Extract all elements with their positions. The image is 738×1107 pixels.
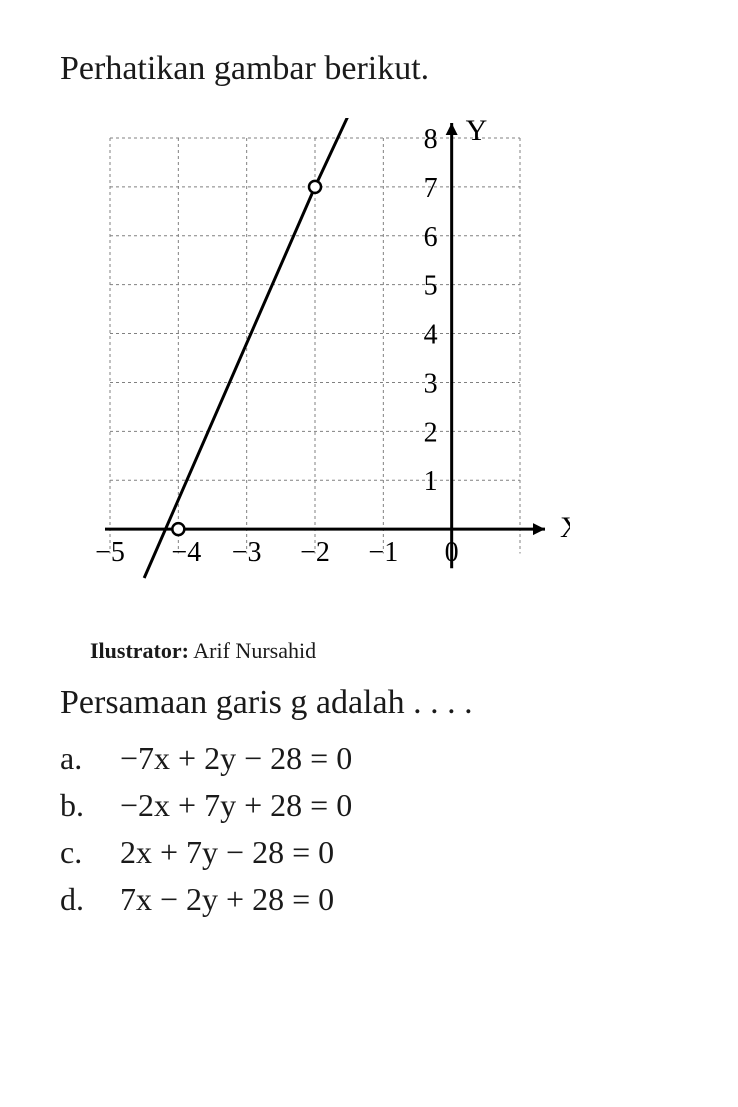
svg-text:Y: Y [466, 118, 488, 147]
page-title: Perhatikan gambar berikut. [60, 50, 678, 88]
svg-text:4: 4 [424, 320, 438, 351]
svg-text:3: 3 [424, 368, 438, 399]
option-letter: c. [60, 834, 120, 871]
options-list: a. −7x + 2y − 28 = 0 b. −2x + 7y + 28 = … [60, 740, 678, 918]
option-b: b. −2x + 7y + 28 = 0 [60, 787, 678, 824]
option-d: d. 7x − 2y + 28 = 0 [60, 881, 678, 918]
svg-text:0: 0 [445, 537, 459, 568]
option-a: a. −7x + 2y − 28 = 0 [60, 740, 678, 777]
illustrator-credit: Ilustrator: Arif Nursahid [90, 638, 678, 664]
svg-text:−3: −3 [232, 537, 262, 568]
svg-text:5: 5 [424, 271, 438, 302]
svg-text:1: 1 [424, 466, 438, 497]
svg-text:−1: −1 [368, 537, 398, 568]
line-chart: −5 −4 −3 −2 −1 0 1 2 3 4 5 6 7 8 X Y [90, 118, 570, 628]
option-letter: b. [60, 787, 120, 824]
illustrator-name: Arif Nursahid [193, 638, 316, 663]
svg-text:−4: −4 [171, 537, 201, 568]
option-letter: a. [60, 740, 120, 777]
option-text: −2x + 7y + 28 = 0 [120, 787, 678, 824]
option-text: 2x + 7y − 28 = 0 [120, 834, 678, 871]
question-text: Persamaan garis g adalah . . . . [60, 684, 678, 722]
svg-text:X: X [560, 511, 570, 544]
svg-text:−5: −5 [95, 537, 125, 568]
svg-text:2: 2 [424, 417, 438, 448]
option-text: −7x + 2y − 28 = 0 [120, 740, 678, 777]
svg-text:6: 6 [424, 222, 438, 253]
illustrator-label: Ilustrator: [90, 638, 189, 663]
chart-container: −5 −4 −3 −2 −1 0 1 2 3 4 5 6 7 8 X Y [90, 118, 570, 628]
option-text: 7x − 2y + 28 = 0 [120, 881, 678, 918]
svg-text:8: 8 [424, 124, 438, 155]
svg-text:7: 7 [424, 173, 438, 204]
option-c: c. 2x + 7y − 28 = 0 [60, 834, 678, 871]
svg-text:−2: −2 [300, 537, 330, 568]
option-letter: d. [60, 881, 120, 918]
